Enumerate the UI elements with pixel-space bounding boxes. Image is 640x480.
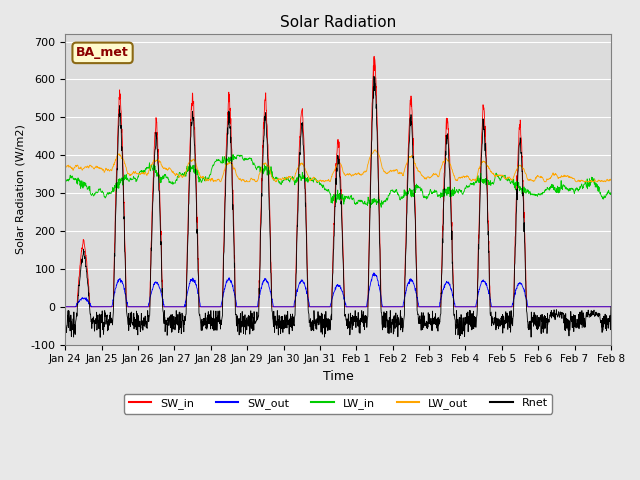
Rnet xyxy=(497,315,505,321)
SW_in xyxy=(365,218,373,224)
Rnet xyxy=(61,317,69,323)
SW_in xyxy=(607,304,615,310)
LW_in xyxy=(214,158,221,164)
LW_in xyxy=(559,182,567,188)
LW_in xyxy=(230,152,237,157)
Line: SW_in: SW_in xyxy=(65,56,611,307)
Rnet xyxy=(559,311,567,316)
Rnet xyxy=(607,304,615,310)
SW_in xyxy=(371,53,378,59)
LW_in xyxy=(354,199,362,205)
SW_in xyxy=(61,304,69,310)
Line: SW_out: SW_out xyxy=(65,273,611,307)
SW_in xyxy=(497,304,504,310)
Rnet xyxy=(354,319,362,324)
SW_out xyxy=(61,304,69,310)
SW_out xyxy=(559,304,567,310)
LW_out xyxy=(210,179,218,185)
LW_out xyxy=(559,173,567,179)
Y-axis label: Solar Radiation (W/m2): Solar Radiation (W/m2) xyxy=(15,124,25,254)
LW_out xyxy=(497,172,505,178)
LW_in xyxy=(367,204,374,210)
SW_out xyxy=(370,270,378,276)
LW_in xyxy=(607,190,615,195)
LW_out xyxy=(575,177,582,183)
SW_in xyxy=(354,304,362,310)
LW_out xyxy=(354,170,362,176)
SW_in xyxy=(559,304,567,310)
LW_out xyxy=(61,164,69,169)
LW_in xyxy=(61,175,69,181)
LW_out xyxy=(607,176,615,182)
LW_out xyxy=(214,177,221,182)
Rnet xyxy=(575,321,582,327)
LW_in xyxy=(366,201,374,206)
Line: Rnet: Rnet xyxy=(65,76,611,338)
Title: Solar Radiation: Solar Radiation xyxy=(280,15,396,30)
SW_out xyxy=(214,304,221,310)
X-axis label: Time: Time xyxy=(323,370,353,383)
Rnet xyxy=(365,227,373,233)
LW_out xyxy=(371,147,379,153)
SW_in xyxy=(214,304,221,310)
Text: BA_met: BA_met xyxy=(76,47,129,60)
SW_out xyxy=(574,304,582,310)
Legend: SW_in, SW_out, LW_in, LW_out, Rnet: SW_in, SW_out, LW_in, LW_out, Rnet xyxy=(124,394,552,414)
Rnet xyxy=(456,336,463,341)
LW_in xyxy=(575,188,582,194)
Line: LW_in: LW_in xyxy=(65,155,611,207)
Rnet xyxy=(214,313,221,319)
SW_out xyxy=(607,304,615,310)
SW_in xyxy=(574,304,582,310)
SW_out xyxy=(497,304,504,310)
SW_out xyxy=(365,286,373,292)
LW_out xyxy=(366,155,374,160)
SW_out xyxy=(354,304,362,310)
Line: LW_out: LW_out xyxy=(65,150,611,182)
Rnet xyxy=(371,73,378,79)
LW_in xyxy=(497,175,505,181)
